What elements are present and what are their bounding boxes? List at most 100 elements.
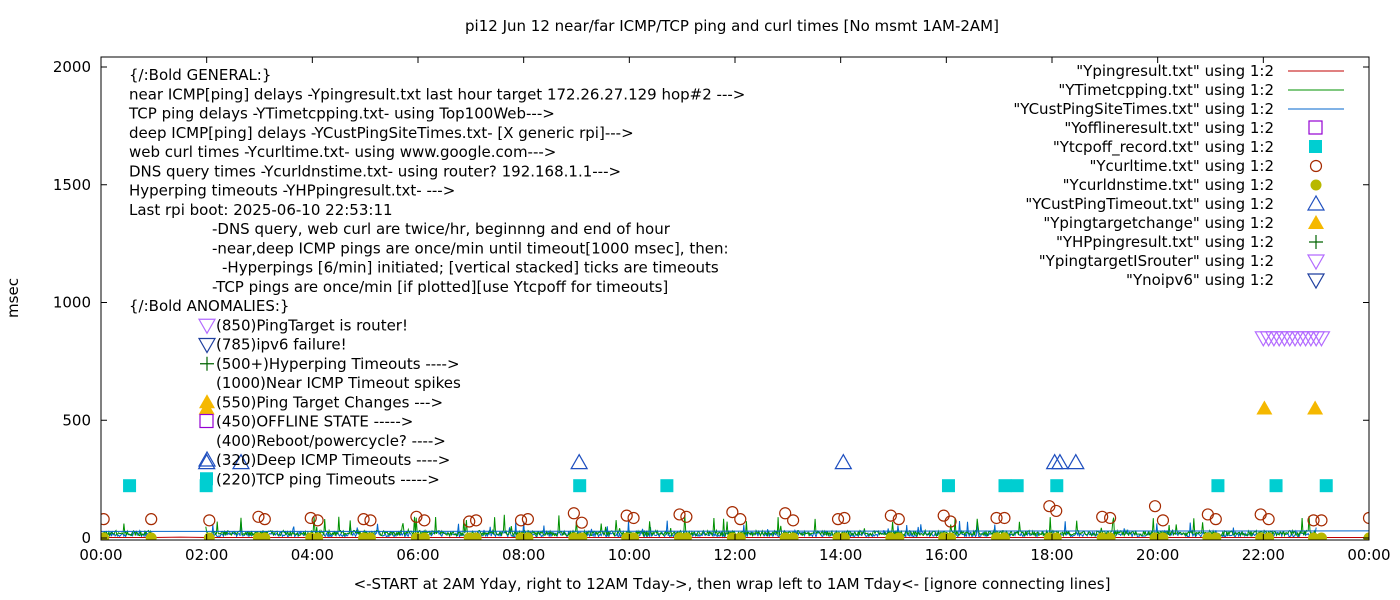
- plot-frame: [100, 56, 1370, 541]
- legend-label: "Ycurldnstime.txt" using 1:2: [1063, 176, 1274, 194]
- data-point-series-6: [680, 532, 692, 540]
- data-point-series-6: [470, 532, 482, 540]
- data-point-series-5: [726, 505, 739, 519]
- annotation-line: (550)Ping Target Changes --->: [216, 393, 443, 411]
- data-point-series-5: [1043, 500, 1056, 513]
- data-point-series-10: [1312, 331, 1331, 348]
- data-point-series-10: [1254, 331, 1273, 348]
- data-point-series-5: [1050, 504, 1063, 518]
- annotation-marker: [199, 394, 215, 409]
- annotation-marker: [197, 450, 217, 467]
- data-point-series-7: [570, 453, 589, 470]
- series-tcp-ping-line: [101, 514, 1317, 538]
- data-point-series-4: [998, 479, 1012, 493]
- annotation-line: -near,deep ICMP pings are once/min until…: [212, 239, 729, 257]
- x-tick-label: 20:00: [1136, 546, 1179, 564]
- data-point-series-6: [364, 532, 376, 540]
- data-point-series-5: [787, 514, 800, 527]
- annotation-line: (500+)Hyperping Timeouts ---->: [216, 355, 460, 373]
- y-axis-label: msec: [4, 278, 22, 318]
- legend-swatch: [1309, 235, 1323, 249]
- chart-title: pi12 Jun 12 near/far ICMP/TCP ping and c…: [465, 17, 999, 35]
- data-point-series-10: [1285, 331, 1305, 348]
- series-line-2: [101, 530, 1369, 532]
- data-point-series-5: [252, 510, 265, 523]
- data-point-series-5: [311, 514, 324, 527]
- data-point-series-6: [998, 532, 1010, 540]
- data-point-series-5: [145, 513, 158, 526]
- data-point-series-10: [1275, 331, 1294, 348]
- data-point-series-10: [1301, 331, 1320, 348]
- data-point-series-7: [197, 453, 216, 470]
- x-tick-label: 16:00: [925, 546, 968, 564]
- annotation-line: {/:Bold ANOMALIES:}: [129, 297, 289, 315]
- x-tick-label: 02:00: [185, 546, 228, 564]
- annotation-line: (1000)Near ICMP Timeout spikes: [216, 374, 461, 392]
- data-point-series-5: [1096, 510, 1109, 523]
- annotation-line: Hyperping timeouts -YHPpingresult.txt- -…: [129, 182, 455, 200]
- annotation-line: (320)Deep ICMP Timeouts ---->: [216, 451, 450, 469]
- legend-label: "YTimetcpping.txt" using 1:2: [1058, 81, 1274, 99]
- data-point-series-5: [1148, 500, 1162, 513]
- data-point-series-10: [1296, 331, 1315, 348]
- data-point-series-5: [1362, 511, 1369, 525]
- data-point-series-7: [1045, 453, 1064, 470]
- x-tick-label: 00:00: [1347, 546, 1390, 564]
- x-tick-label: 18:00: [1030, 546, 1073, 564]
- x-tick-label: 12:00: [713, 546, 756, 564]
- data-point-series-6: [893, 532, 905, 540]
- annotation-line: -Hyperpings [6/min] initiated; [vertical…: [222, 259, 719, 277]
- data-point-series-6: [1315, 532, 1327, 540]
- data-point-series-8: [1256, 400, 1273, 415]
- data-point-series-6: [628, 532, 640, 540]
- data-point-series-6: [576, 532, 588, 540]
- legend-swatch: [1306, 194, 1326, 211]
- legend-swatch: [1309, 140, 1322, 153]
- annotation-line: (220)TCP ping Timeouts ----->: [216, 470, 440, 488]
- annotation-line: (450)OFFLINE STATE ----->: [216, 413, 413, 431]
- data-point-series-5: [203, 514, 216, 527]
- data-point-series-6: [203, 532, 215, 540]
- legend-label: "Ypingresult.txt" using 1:2: [1076, 62, 1274, 80]
- plot-area: [101, 331, 1369, 540]
- data-point-series-5: [1201, 508, 1214, 521]
- annotation-line: {/:Bold GENERAL:}: [129, 66, 271, 84]
- data-point-series-4: [573, 479, 587, 493]
- annotation-line: Last rpi boot: 2025-06-10 22:53:11: [129, 201, 393, 219]
- data-point-series-6: [1104, 532, 1116, 540]
- x-tick-label: 04:00: [291, 546, 334, 564]
- data-point-series-5: [575, 516, 588, 529]
- legend-swatch: [1306, 254, 1326, 271]
- data-point-series-6: [1210, 532, 1222, 540]
- x-tick-label: 00:00: [79, 546, 122, 564]
- data-point-series-5: [680, 510, 693, 523]
- y-tick-label: 2000: [53, 58, 91, 76]
- legend-label: "YHPpingresult.txt" using 1:2: [1056, 233, 1274, 251]
- annotation-marker: [197, 318, 217, 335]
- data-point-series-5: [567, 507, 580, 520]
- legend-label: "YpingtargetISrouter" using 1:2: [1039, 252, 1274, 270]
- data-point-series-5: [990, 511, 1003, 525]
- data-point-series-5: [998, 511, 1011, 525]
- data-point-series-5: [1254, 508, 1267, 521]
- data-point-series-4: [1319, 479, 1333, 493]
- data-point-series-4: [1269, 479, 1283, 493]
- data-point-series-5: [1307, 514, 1320, 527]
- data-point-series-7: [1050, 453, 1069, 470]
- legend-label: "Ynoipv6" using 1:2: [1126, 271, 1274, 289]
- annotation-line: near ICMP[ping] delays -Ypingresult.txt …: [129, 85, 745, 103]
- x-tick-label: 08:00: [502, 546, 545, 564]
- legend-label: "YCustPingTimeout.txt" using 1:2: [1025, 195, 1274, 213]
- data-point-series-5: [463, 515, 476, 528]
- data-point-series-6: [259, 532, 271, 540]
- annotation-line: DNS query times -Ycurldnstime.txt- using…: [129, 162, 621, 180]
- x-tick-label: 22:00: [1242, 546, 1285, 564]
- annotations: {/:Bold GENERAL:}near ICMP[ping] delays …: [128, 66, 745, 488]
- legend-label: "Ypingtargetchange" using 1:2: [1043, 214, 1274, 232]
- data-point-series-5: [418, 514, 431, 527]
- data-point-series-5: [410, 510, 423, 523]
- annotation-line: -TCP pings are once/min [if plotted][use…: [212, 278, 668, 296]
- data-point-series-4: [1050, 479, 1064, 493]
- data-point-series-4: [1211, 479, 1225, 493]
